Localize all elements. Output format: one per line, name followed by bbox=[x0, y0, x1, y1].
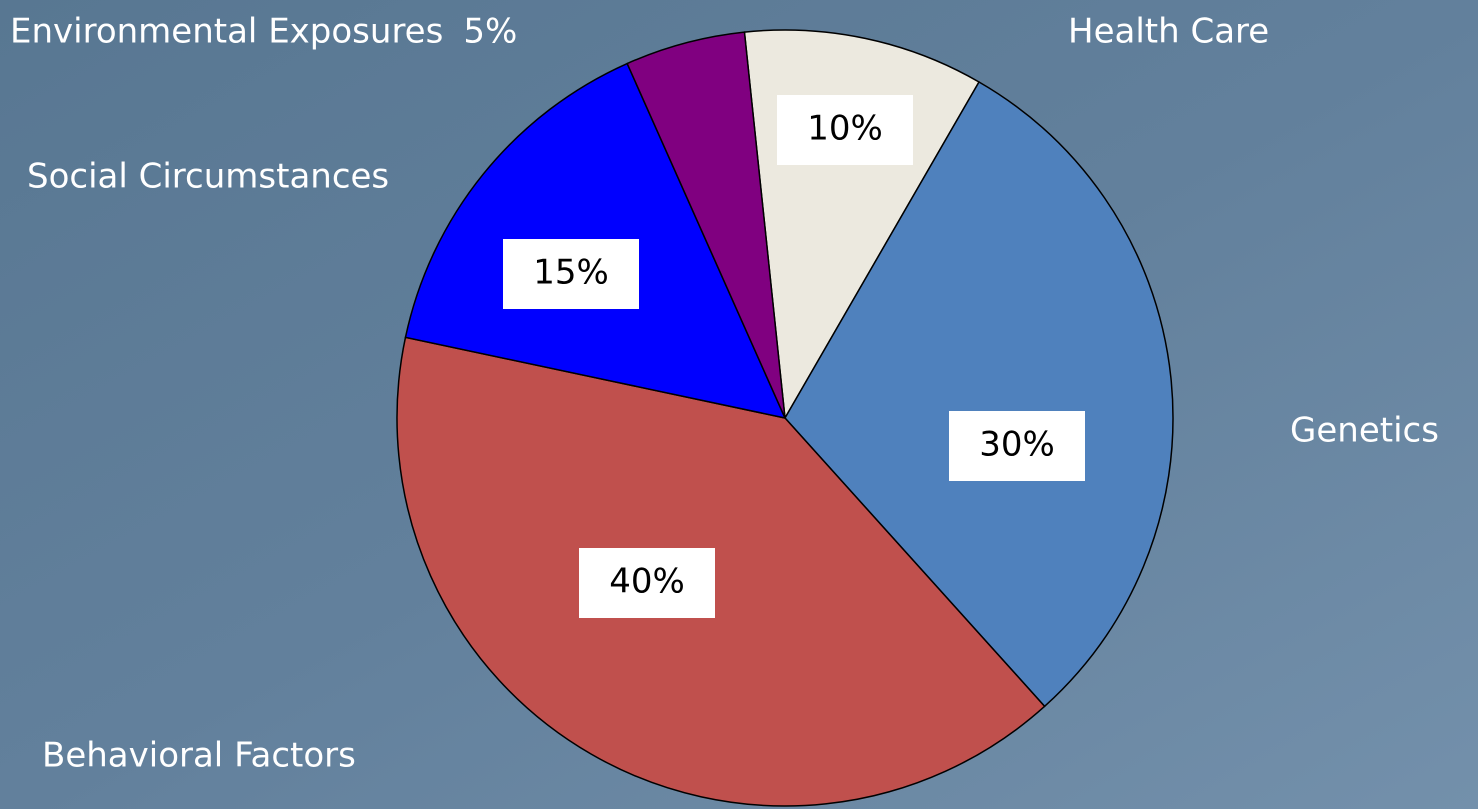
category-label: Genetics bbox=[1290, 411, 1439, 451]
value-label: 30% bbox=[979, 425, 1055, 465]
category-label: Behavioral Factors bbox=[42, 736, 356, 776]
value-label: 40% bbox=[609, 562, 685, 602]
category-label: Social Circumstances bbox=[27, 157, 389, 197]
value-label: 15% bbox=[533, 253, 609, 293]
value-label: 10% bbox=[807, 109, 883, 149]
category-label: Health Care bbox=[1068, 12, 1269, 52]
value-label: 5% bbox=[463, 12, 517, 52]
category-label: Environmental Exposures bbox=[10, 12, 443, 52]
chart: Health Care 10% Genetics 30% Behavioral Fact… bbox=[0, 0, 1478, 809]
